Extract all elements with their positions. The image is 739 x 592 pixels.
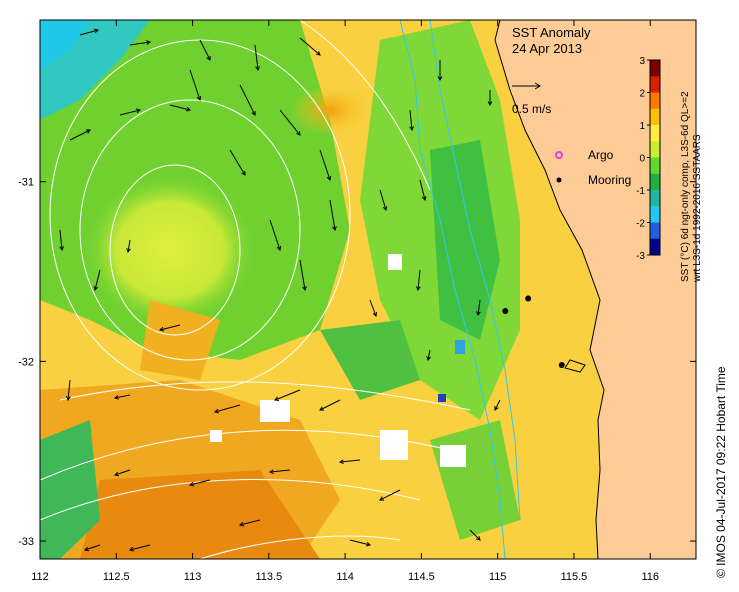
mooring-marker xyxy=(525,295,532,302)
colorbar: 3 2 1 0 -1 -2 -3 xyxy=(636,56,661,262)
land xyxy=(495,20,696,559)
colorbar-segment xyxy=(650,141,660,158)
mooring-marker xyxy=(502,308,509,315)
current-arrow xyxy=(419,179,427,202)
x-tick-label: 114.5 xyxy=(408,571,435,583)
current-arrow xyxy=(369,299,378,317)
colorbar-segment xyxy=(650,206,660,223)
current-arrow xyxy=(119,108,142,116)
current-arrow xyxy=(113,394,131,400)
sst-field xyxy=(40,20,696,559)
colorbar-segment xyxy=(650,238,660,256)
current-arrow xyxy=(426,349,431,362)
colorbar-segment xyxy=(650,222,660,240)
colorbar-segment xyxy=(650,190,660,207)
colorbar-segment xyxy=(650,92,660,110)
current-arrow xyxy=(213,404,241,414)
current-arrow xyxy=(84,544,101,552)
mooring-markers xyxy=(502,295,565,368)
y-axis: -31 -32 -33 xyxy=(18,177,696,548)
current-arrow xyxy=(469,529,481,541)
colorbar-tick-label: 0 xyxy=(639,154,645,165)
colorbar-label-line2: wrt L3S-1d 1992-2016 SSTAARS xyxy=(692,134,703,283)
current-arrow xyxy=(65,379,71,402)
current-arrow xyxy=(349,539,372,547)
current-arrow xyxy=(437,60,443,82)
x-tick-label: 115.5 xyxy=(561,571,588,583)
x-tick-label: 113.5 xyxy=(255,571,282,583)
current-arrow xyxy=(126,239,131,254)
colorbar-tick-label: 2 xyxy=(639,89,645,100)
colorbar-segment xyxy=(650,60,660,77)
title-line1: SST Anomaly xyxy=(512,25,591,40)
current-arrow xyxy=(59,229,65,252)
mooring-marker xyxy=(558,361,565,368)
argo-marker xyxy=(555,151,563,159)
colorbar-tick-label: 3 xyxy=(639,56,645,67)
colorbar-tick-label: 1 xyxy=(639,121,645,132)
current-arrow xyxy=(169,104,192,112)
x-tick-label: 116 xyxy=(641,571,659,583)
current-arrow xyxy=(199,39,211,61)
colorbar-label-line1: SST (°C) 6d ngt-only comp, L3S-6d QL>=2 xyxy=(680,91,691,282)
current-arrow xyxy=(319,399,341,411)
colorbar-tick-label: -1 xyxy=(636,186,645,197)
current-arrow xyxy=(415,269,421,292)
current-arrow xyxy=(476,299,481,317)
argo-label: Argo xyxy=(588,148,614,162)
x-tick-label: 115 xyxy=(489,571,507,583)
current-arrow xyxy=(254,44,260,72)
current-arrow xyxy=(299,37,321,56)
current-arrow xyxy=(379,489,401,501)
current-arrow xyxy=(268,469,291,475)
current-arrow xyxy=(319,149,332,181)
current-arrow xyxy=(69,129,91,141)
current-arrow xyxy=(114,469,131,477)
current-arrow xyxy=(239,84,256,116)
colorbar-segment xyxy=(650,157,660,175)
current-arrow xyxy=(329,199,337,232)
current-arrow xyxy=(238,519,261,527)
y-tick-label: -31 xyxy=(18,177,34,189)
title-line2: 24 Apr 2013 xyxy=(512,41,582,56)
y-tick-label: -32 xyxy=(18,356,34,368)
current-arrow xyxy=(128,544,151,552)
current-arrow xyxy=(79,28,100,36)
y-tick-label: -33 xyxy=(18,536,34,548)
mooring-legend-marker xyxy=(556,177,562,183)
current-arrow xyxy=(158,324,181,332)
x-tick-label: 112.5 xyxy=(103,571,130,583)
vector-scale-label: 0.5 m/s xyxy=(512,102,551,116)
current-arrow xyxy=(494,399,501,411)
colorbar-tick-label: -2 xyxy=(636,219,645,230)
current-arrow xyxy=(379,189,388,211)
current-vectors xyxy=(59,28,501,552)
x-axis: 112 112.5 113 113.5 114 114.5 115 115.5 116 xyxy=(31,20,659,583)
x-tick-label: 113 xyxy=(184,571,202,583)
colorbar-segment xyxy=(650,76,660,93)
current-arrow xyxy=(487,90,493,107)
current-arrow xyxy=(279,109,301,136)
mooring-label: Mooring xyxy=(588,173,631,187)
colorbar-segment xyxy=(650,173,660,191)
colorbar-segment xyxy=(650,125,660,142)
current-arrow xyxy=(409,109,415,132)
credit-text: © IMOS 04-Jul-2017 09:22 Hobart Time xyxy=(714,366,728,578)
current-arrow xyxy=(299,259,307,292)
current-arrow xyxy=(129,40,152,46)
plot-frame xyxy=(39,19,697,560)
colorbar-tick-label: -3 xyxy=(636,251,645,262)
x-tick-label: 112 xyxy=(31,571,49,583)
current-arrow xyxy=(269,219,282,251)
current-arrow xyxy=(188,479,211,487)
x-tick-label: 114 xyxy=(336,571,354,583)
current-arrow xyxy=(189,69,202,101)
current-arrow xyxy=(229,149,246,176)
colorbar-segment xyxy=(650,108,660,126)
current-arrow xyxy=(274,389,301,401)
current-arrow xyxy=(338,459,361,465)
current-arrow xyxy=(93,269,101,292)
